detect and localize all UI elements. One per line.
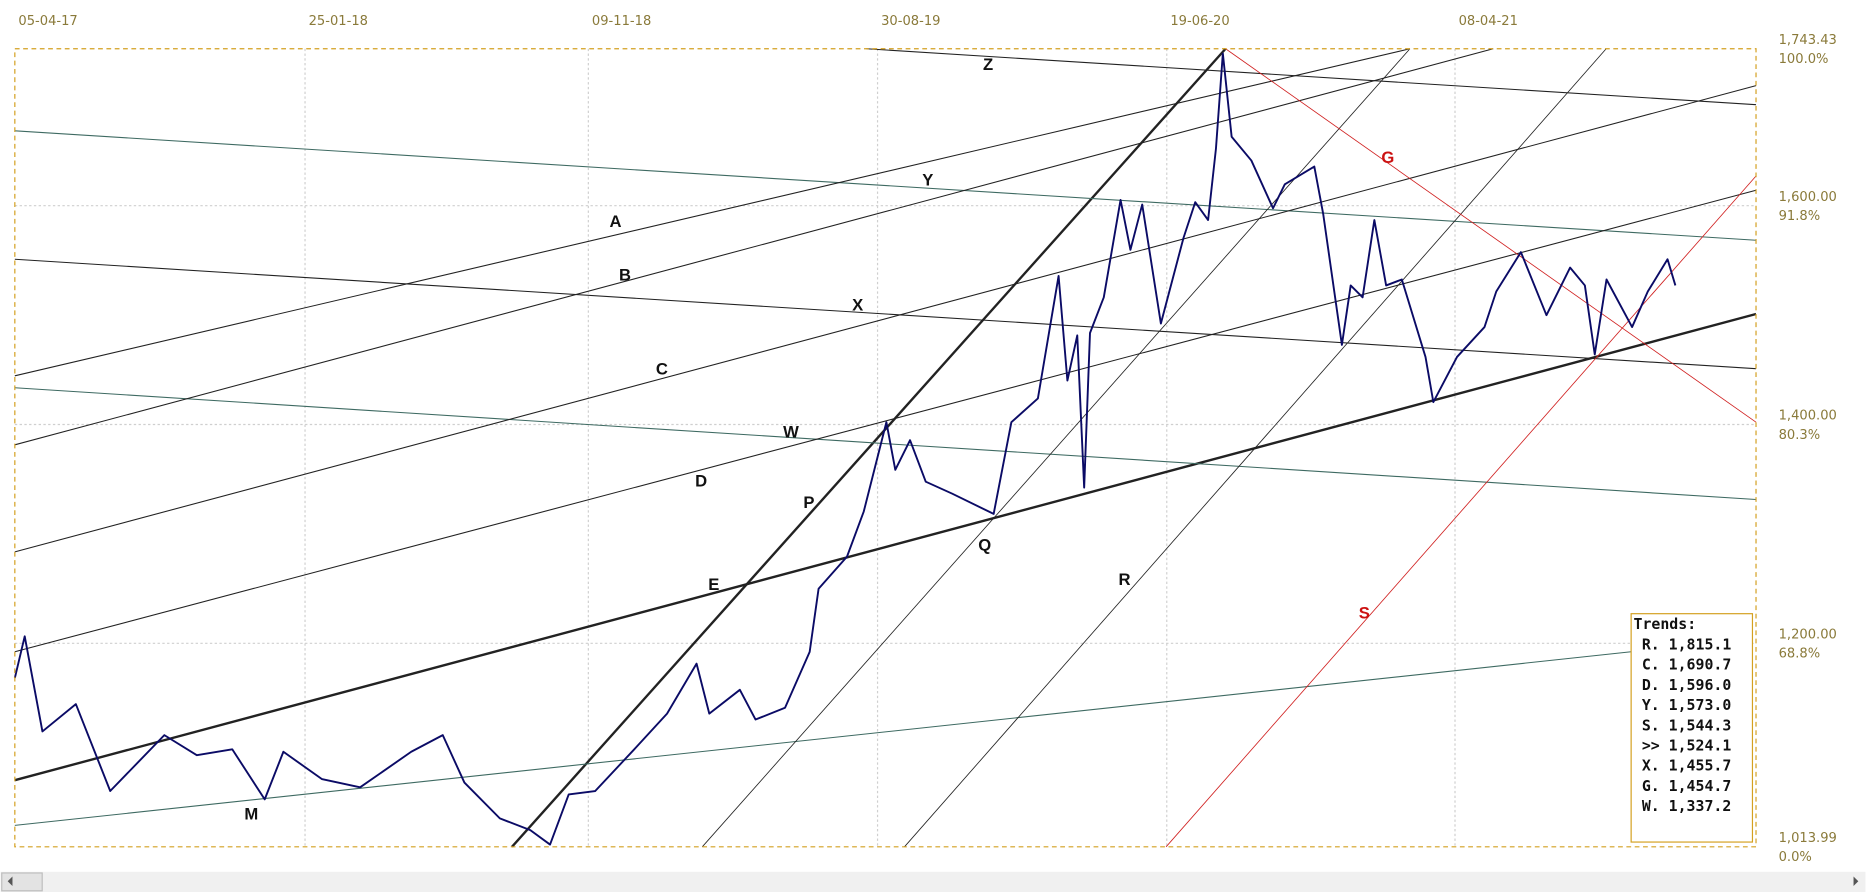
x-tick-label: 05-04-17 <box>18 14 77 29</box>
annotation: B <box>619 266 631 285</box>
trend-line <box>14 85 1757 553</box>
annotations: Z Y A B X C W D P Q E R S G M <box>244 55 1394 823</box>
y-tick-label: 1,400.00 <box>1779 409 1837 424</box>
series-layer <box>13 52 1677 846</box>
trend-line <box>14 130 1757 241</box>
annotation: Q <box>978 536 991 555</box>
scroll-thumb[interactable] <box>1 872 43 892</box>
x-tick-label: 30-08-19 <box>881 14 940 29</box>
trend-lines <box>14 47 1757 848</box>
trend-row: X. 1,455.7 <box>1642 757 1731 775</box>
annotation: C <box>656 360 668 379</box>
annotation: R <box>1119 570 1131 589</box>
y-tick-label: 1,200.00 <box>1779 628 1837 643</box>
trend-line <box>904 48 1607 848</box>
annotation: P <box>803 493 814 512</box>
trend-line <box>1165 175 1757 848</box>
trend-line <box>14 312 1757 782</box>
trend-line <box>14 258 1757 370</box>
annotation: S <box>1359 603 1370 622</box>
trends-title: Trends: <box>1634 615 1697 633</box>
trend-line <box>14 189 1757 653</box>
trends-panel <box>1630 613 1754 843</box>
y-percent-label: 91.8% <box>1779 209 1821 224</box>
scroll-right[interactable] <box>1853 876 1859 887</box>
trend-row: G. 1,454.7 <box>1642 777 1731 795</box>
trends-box: Trends: R. 1,815.1 C. 1,690.7 D. 1,596.0… <box>1630 613 1754 843</box>
trend-line <box>1225 48 1757 423</box>
annotation: E <box>708 575 719 594</box>
annotation: G <box>1381 148 1394 167</box>
x-tick-label: 25-01-18 <box>309 14 368 29</box>
trend-line <box>511 47 1227 848</box>
scroll-left[interactable] <box>7 876 13 887</box>
y-percent-label: 100.0% <box>1779 52 1829 67</box>
plot-border <box>14 48 1757 848</box>
trend-line <box>701 48 1411 848</box>
y-percent-label: 0.0% <box>1779 850 1812 865</box>
x-tick-label: 08-04-21 <box>1459 14 1518 29</box>
annotation: W <box>783 423 799 442</box>
y-tick-label: 1,743.43 <box>1779 33 1837 48</box>
annotation: A <box>610 212 622 231</box>
y-tick-label: 1,013.99 <box>1779 831 1837 846</box>
trend-line <box>14 48 1494 446</box>
trend-line <box>14 387 1757 501</box>
trend-line <box>14 651 1632 826</box>
trend-row: Y. 1,573.0 <box>1642 696 1732 714</box>
trend-row: >> 1,524.1 <box>1642 736 1732 754</box>
trend-row: W. 1,337.2 <box>1642 797 1731 815</box>
trend-row: D. 1,596.0 <box>1642 676 1732 694</box>
annotation: D <box>695 471 707 490</box>
x-tick-label: 09-11-18 <box>592 14 651 29</box>
y-percent-label: 68.8% <box>1779 647 1821 662</box>
annotation: X <box>852 295 863 314</box>
price-line <box>13 52 1677 846</box>
y-tick-label: 1,600.00 <box>1779 190 1837 205</box>
trend-row: R. 1,815.1 <box>1642 635 1732 653</box>
trend-line <box>14 48 1411 377</box>
annotation: M <box>244 804 258 823</box>
trend-row: C. 1,690.7 <box>1642 656 1731 674</box>
trend-row: S. 1,544.3 <box>1642 716 1731 734</box>
annotation: Z <box>983 55 993 74</box>
scroll-track[interactable] <box>0 871 1866 892</box>
trend-line <box>866 48 1757 106</box>
scrollbar[interactable] <box>0 871 1866 892</box>
y-percent-label: 80.3% <box>1779 428 1821 443</box>
x-tick-label: 19-06-20 <box>1170 14 1229 29</box>
annotation: Y <box>922 171 933 190</box>
